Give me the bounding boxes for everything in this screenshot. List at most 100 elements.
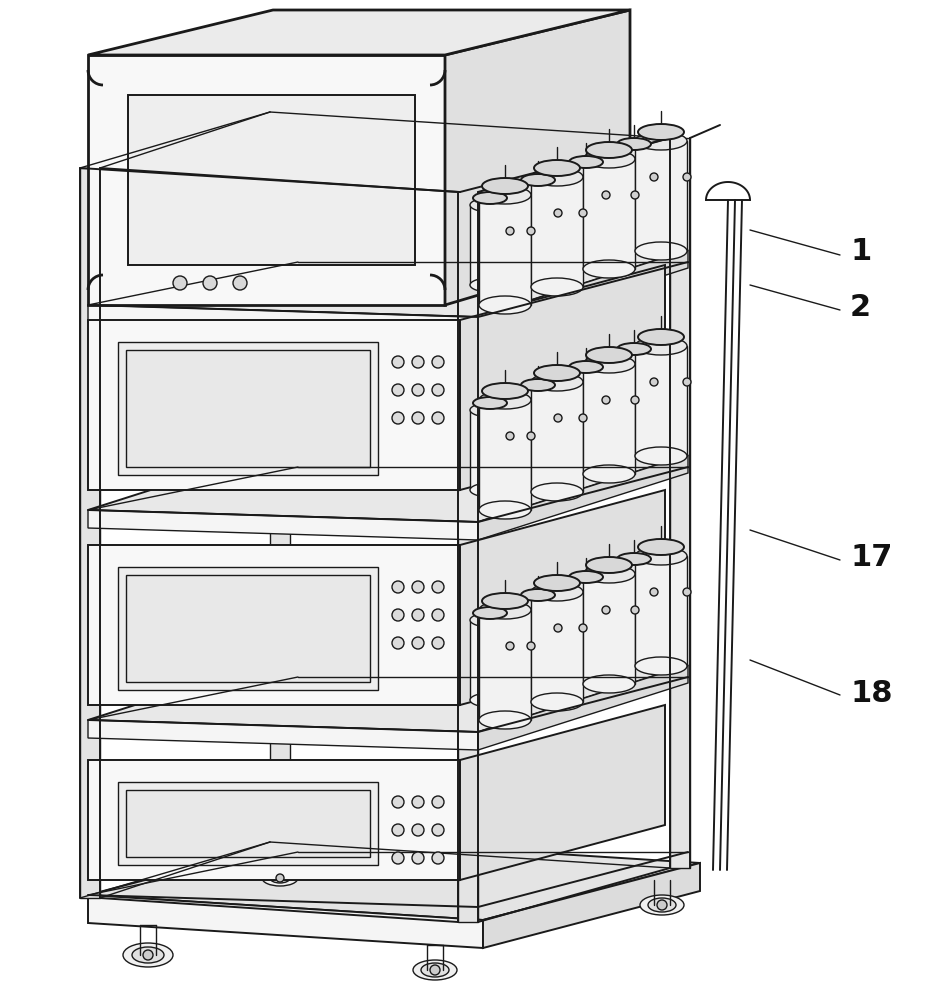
Ellipse shape — [432, 581, 444, 593]
Polygon shape — [88, 443, 688, 522]
Ellipse shape — [470, 278, 510, 292]
Polygon shape — [88, 55, 445, 305]
Ellipse shape — [602, 191, 610, 199]
Ellipse shape — [521, 379, 555, 391]
Ellipse shape — [203, 276, 217, 290]
Ellipse shape — [412, 384, 424, 396]
Ellipse shape — [412, 581, 424, 593]
Ellipse shape — [479, 601, 531, 619]
Ellipse shape — [143, 950, 153, 960]
Polygon shape — [531, 177, 583, 287]
Ellipse shape — [412, 796, 424, 808]
Polygon shape — [270, 112, 290, 842]
Ellipse shape — [635, 547, 687, 565]
Ellipse shape — [392, 852, 404, 864]
Ellipse shape — [635, 132, 687, 150]
Ellipse shape — [683, 588, 691, 596]
Text: 2: 2 — [850, 294, 871, 322]
Ellipse shape — [412, 852, 424, 864]
Polygon shape — [518, 392, 558, 472]
Ellipse shape — [583, 150, 635, 168]
Text: 17: 17 — [850, 544, 892, 572]
Ellipse shape — [479, 186, 531, 204]
Ellipse shape — [531, 278, 583, 296]
Polygon shape — [518, 187, 558, 267]
Ellipse shape — [506, 432, 514, 440]
Ellipse shape — [392, 384, 404, 396]
Ellipse shape — [506, 642, 514, 650]
Polygon shape — [635, 346, 687, 456]
Polygon shape — [118, 782, 378, 865]
Polygon shape — [478, 250, 688, 335]
Ellipse shape — [479, 501, 531, 519]
Polygon shape — [126, 575, 370, 682]
Ellipse shape — [392, 609, 404, 621]
Polygon shape — [670, 138, 690, 868]
Ellipse shape — [534, 575, 580, 591]
Polygon shape — [479, 610, 531, 720]
Ellipse shape — [482, 178, 528, 194]
Ellipse shape — [432, 796, 444, 808]
Polygon shape — [126, 790, 370, 857]
Ellipse shape — [521, 589, 555, 601]
Ellipse shape — [412, 824, 424, 836]
Polygon shape — [614, 151, 654, 231]
Ellipse shape — [683, 173, 691, 181]
Text: 18: 18 — [850, 678, 892, 708]
Polygon shape — [88, 895, 483, 948]
Polygon shape — [88, 10, 630, 55]
Ellipse shape — [534, 160, 580, 176]
Ellipse shape — [392, 412, 404, 424]
Ellipse shape — [635, 242, 687, 260]
Polygon shape — [460, 265, 665, 490]
Polygon shape — [566, 169, 606, 249]
Polygon shape — [566, 374, 606, 454]
Ellipse shape — [566, 242, 606, 256]
Ellipse shape — [583, 565, 635, 583]
Polygon shape — [470, 205, 510, 285]
Ellipse shape — [602, 396, 610, 404]
Ellipse shape — [583, 355, 635, 373]
Ellipse shape — [579, 209, 587, 217]
Ellipse shape — [534, 365, 580, 381]
Ellipse shape — [583, 465, 635, 483]
Ellipse shape — [579, 414, 587, 422]
Ellipse shape — [638, 329, 684, 345]
Polygon shape — [80, 168, 100, 898]
Ellipse shape — [470, 198, 510, 212]
Ellipse shape — [432, 852, 444, 864]
Polygon shape — [445, 10, 630, 305]
Ellipse shape — [531, 168, 583, 186]
Ellipse shape — [270, 873, 290, 883]
Polygon shape — [614, 356, 654, 436]
Ellipse shape — [614, 144, 654, 158]
Ellipse shape — [635, 337, 687, 355]
Ellipse shape — [648, 898, 676, 912]
Polygon shape — [583, 574, 635, 684]
Ellipse shape — [638, 124, 684, 140]
Ellipse shape — [640, 895, 684, 915]
Ellipse shape — [432, 356, 444, 368]
Ellipse shape — [482, 593, 528, 609]
Ellipse shape — [635, 657, 687, 675]
Ellipse shape — [586, 142, 632, 158]
Ellipse shape — [392, 824, 404, 836]
Ellipse shape — [569, 571, 603, 583]
Polygon shape — [478, 455, 688, 540]
Ellipse shape — [531, 483, 583, 501]
Ellipse shape — [566, 367, 606, 381]
Ellipse shape — [554, 414, 562, 422]
Ellipse shape — [614, 349, 654, 363]
Polygon shape — [470, 620, 510, 700]
Polygon shape — [128, 95, 415, 265]
Ellipse shape — [617, 138, 651, 150]
Ellipse shape — [635, 447, 687, 465]
Polygon shape — [635, 141, 687, 251]
Ellipse shape — [392, 581, 404, 593]
Polygon shape — [460, 490, 665, 705]
Ellipse shape — [650, 588, 658, 596]
Ellipse shape — [631, 396, 639, 404]
Ellipse shape — [276, 874, 284, 882]
Text: 1: 1 — [850, 237, 871, 266]
Ellipse shape — [569, 361, 603, 373]
